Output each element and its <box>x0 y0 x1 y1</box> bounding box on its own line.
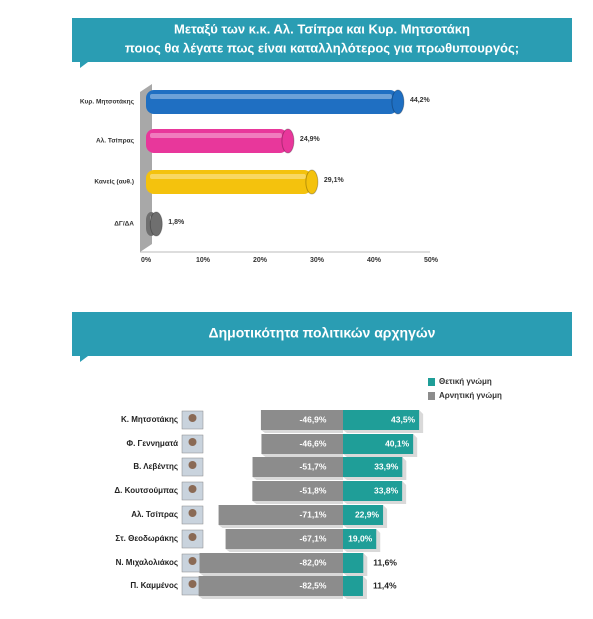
bar-shadow <box>225 549 343 552</box>
x-tick-label: 40% <box>367 257 382 264</box>
x-tick-label: 20% <box>253 257 268 264</box>
wall <box>140 84 152 252</box>
value-label: 33,8% <box>374 485 399 495</box>
title-banner <box>72 18 572 68</box>
bar-shadow <box>343 553 368 576</box>
category-label: Αλ. Τσίπρας <box>131 510 178 519</box>
bar-highlight <box>150 174 306 179</box>
bar-end <box>305 169 319 195</box>
bar <box>343 529 377 549</box>
value-label: -51,7% <box>300 461 327 471</box>
chart-title: ποιος θα λέγατε πως είναι καταλληλότερος… <box>125 40 519 55</box>
bar-shadow <box>343 434 418 457</box>
category-label: Κ. Μητσοτάκης <box>121 415 178 424</box>
bar-shadow <box>260 430 343 433</box>
category-label: Β. Λεβέντης <box>133 462 178 471</box>
portrait-head <box>188 533 197 541</box>
bar <box>343 505 384 525</box>
bar <box>343 553 364 573</box>
value-label: 40,1% <box>385 438 410 448</box>
bar <box>199 553 343 573</box>
value-label: 1,8% <box>168 219 185 226</box>
y-tick-label: Κανείς (αυθ.) <box>94 179 134 186</box>
bar-highlight <box>150 133 282 138</box>
bar-shadow <box>343 481 407 504</box>
portrait-head <box>188 557 197 565</box>
value-label: 11,4% <box>373 580 397 590</box>
bar <box>261 434 343 454</box>
portrait-head <box>188 414 197 422</box>
bar <box>146 170 312 194</box>
bar <box>252 457 343 477</box>
y-tick-label: Κυρ. Μητσοτάκης <box>80 99 135 106</box>
legend-swatch <box>428 392 435 400</box>
bar-end <box>391 89 405 115</box>
portrait-head <box>188 438 197 446</box>
category-label: Στ. Θεοδωράκης <box>115 534 178 543</box>
x-tick-label: 50% <box>424 257 439 264</box>
legend-swatch <box>428 378 435 386</box>
bar <box>252 481 343 501</box>
value-label: 22,9% <box>355 509 380 519</box>
bar <box>146 129 288 153</box>
value-label: -67,1% <box>300 533 327 543</box>
value-label: 43,5% <box>391 414 416 424</box>
value-label: 33,9% <box>374 461 399 471</box>
value-label: 19,0% <box>348 533 373 543</box>
bar-shadow <box>252 477 343 480</box>
bar <box>343 576 363 596</box>
value-label: -71,1% <box>300 509 327 519</box>
value-label: -46,9% <box>300 414 327 424</box>
x-tick-label: 10% <box>196 257 211 264</box>
bar <box>343 410 420 430</box>
bar-shadow <box>343 410 424 433</box>
bar <box>146 90 398 114</box>
legend-label: Θετική γνώμη <box>439 377 492 386</box>
bar <box>343 457 403 477</box>
title-banner <box>72 312 572 362</box>
chart-title: Μεταξύ των κ.κ. Αλ. Τσίπρα και Κυρ. Μητσ… <box>174 21 470 36</box>
bar-end <box>149 211 163 237</box>
bar-shadow <box>252 501 343 504</box>
bar <box>218 505 343 525</box>
x-tick-label: 0% <box>141 257 152 264</box>
portrait-head <box>188 580 197 588</box>
bar-shadow <box>261 454 343 457</box>
legend-label: Αρνητική γνώμη <box>439 391 502 400</box>
value-label: 11,6% <box>373 557 397 567</box>
bar-shadow <box>198 596 343 599</box>
category-label: Π. Καμμένος <box>130 581 178 590</box>
value-label: 29,1% <box>324 177 345 184</box>
category-label: Δ. Κουτσούμπας <box>114 486 178 495</box>
value-label: -82,0% <box>300 557 327 567</box>
value-label: -82,5% <box>300 580 327 590</box>
value-label: 24,9% <box>300 136 321 143</box>
bar <box>225 529 343 549</box>
value-label: -51,8% <box>300 485 327 495</box>
value-label: 44,2% <box>410 97 431 104</box>
bar-shadow <box>343 576 367 599</box>
category-label: Ν. Μιχαλολιάκος <box>116 558 178 567</box>
value-label: -46,6% <box>300 438 327 448</box>
bar <box>343 434 414 454</box>
x-tick-label: 30% <box>310 257 325 264</box>
bar-shadow <box>343 529 381 552</box>
bar <box>343 481 403 501</box>
category-label: Φ. Γεννηματά <box>127 439 179 448</box>
bar-shadow <box>199 573 343 576</box>
portrait-head <box>188 509 197 517</box>
portrait-head <box>188 461 197 469</box>
y-tick-label: Αλ. Τσίπρας <box>96 137 135 145</box>
bar-highlight <box>150 94 392 99</box>
bar <box>198 576 343 596</box>
bar-shadow <box>343 505 388 528</box>
bar-shadow <box>343 457 407 480</box>
y-tick-label: ΔΓ/ΔΑ <box>114 221 134 228</box>
bar <box>260 410 343 430</box>
portrait-head <box>188 485 197 493</box>
bar-shadow <box>218 525 343 528</box>
bar-end <box>281 128 295 154</box>
chart-title: Δημοτικότητα πολιτικών αρχηγών <box>209 325 436 341</box>
